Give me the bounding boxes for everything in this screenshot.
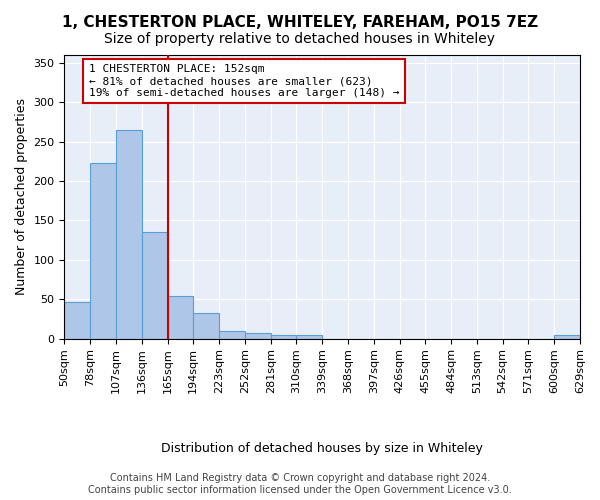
Text: 1, CHESTERTON PLACE, WHITELEY, FAREHAM, PO15 7EZ: 1, CHESTERTON PLACE, WHITELEY, FAREHAM, … xyxy=(62,15,538,30)
Bar xyxy=(296,336,322,338)
Text: Size of property relative to detached houses in Whiteley: Size of property relative to detached ho… xyxy=(104,32,496,46)
Bar xyxy=(271,336,296,338)
Bar xyxy=(193,312,219,338)
Bar xyxy=(142,232,167,338)
Text: 1 CHESTERTON PLACE: 152sqm
← 81% of detached houses are smaller (623)
19% of sem: 1 CHESTERTON PLACE: 152sqm ← 81% of deta… xyxy=(89,64,400,98)
Bar xyxy=(554,336,580,338)
Bar xyxy=(64,302,90,339)
Text: Contains HM Land Registry data © Crown copyright and database right 2024.
Contai: Contains HM Land Registry data © Crown c… xyxy=(88,474,512,495)
Bar xyxy=(245,333,271,338)
Y-axis label: Number of detached properties: Number of detached properties xyxy=(15,98,28,296)
X-axis label: Distribution of detached houses by size in Whiteley: Distribution of detached houses by size … xyxy=(161,442,483,455)
Bar xyxy=(219,332,245,338)
Bar xyxy=(116,130,142,338)
Bar xyxy=(90,163,116,338)
Bar xyxy=(167,296,193,339)
